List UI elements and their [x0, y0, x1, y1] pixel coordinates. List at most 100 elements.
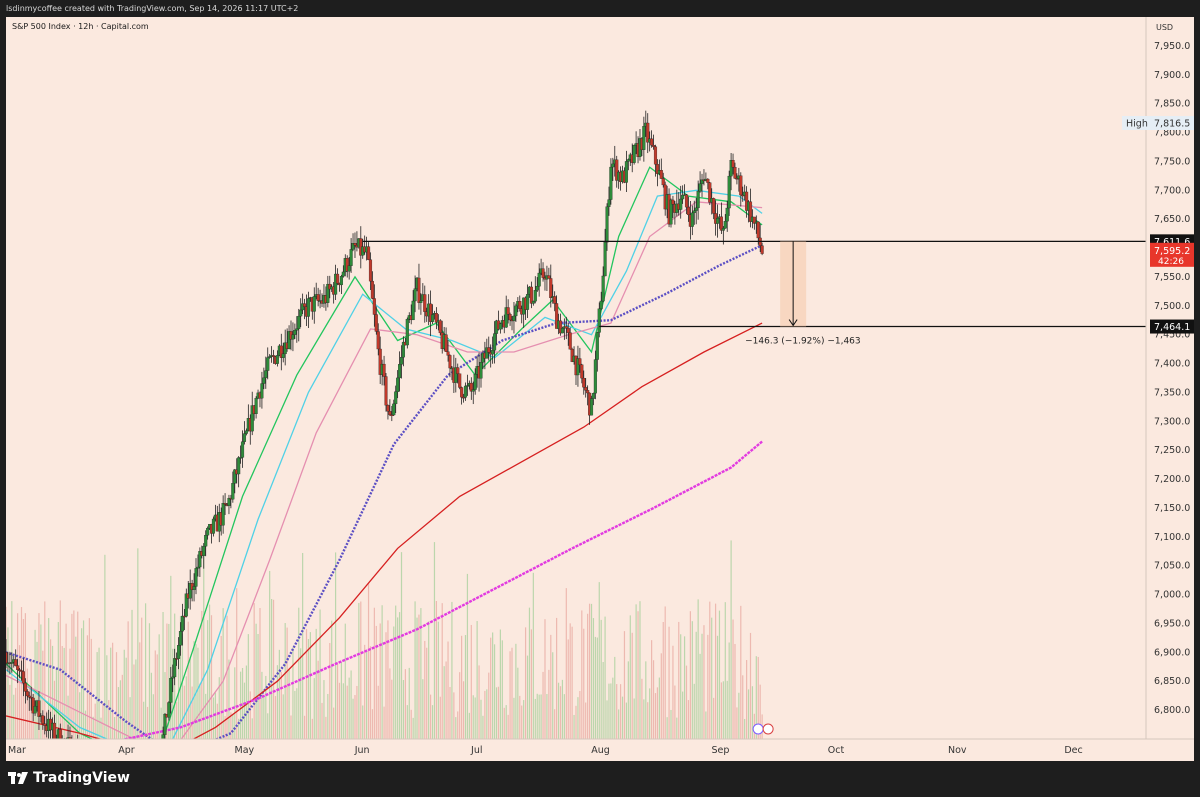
chart-panel[interactable]: −146.3 (−1.92%) −1,463 USD 6,800.0 6,850.0 6…	[6, 17, 1194, 761]
candle-body	[566, 328, 570, 333]
candle-body	[485, 347, 489, 359]
volume-bar	[358, 602, 360, 739]
volume-bar	[222, 608, 224, 739]
candle-body	[448, 355, 452, 369]
volume-bar	[627, 661, 629, 739]
candle-body	[471, 389, 475, 392]
price-tick-label: 7,250.0	[1154, 445, 1190, 456]
volume-bar	[379, 623, 381, 739]
volume-bar	[317, 660, 319, 739]
volume-bar	[598, 582, 600, 739]
candle-body	[715, 217, 720, 224]
candle-body	[291, 334, 295, 340]
volume-bar	[486, 689, 488, 739]
candle-body	[316, 294, 320, 301]
candle-body	[460, 387, 464, 398]
price-tick-label: 7,000.0	[1154, 590, 1190, 601]
volume-bar	[389, 668, 391, 739]
volume-bar	[176, 702, 178, 739]
volume-bar	[643, 699, 645, 739]
volume-bar	[478, 665, 480, 739]
volume-bar	[453, 692, 455, 739]
volume-bar	[513, 697, 515, 739]
volume-bar	[309, 632, 311, 739]
candle-body	[605, 206, 609, 243]
volume-bar	[282, 694, 284, 739]
volume-bar	[393, 626, 395, 739]
volume-bar	[40, 624, 42, 739]
price-chart[interactable]: −146.3 (−1.92%) −1,463 USD 6,800.0 6,850.0 6…	[6, 17, 1194, 761]
volume-bar	[505, 705, 507, 739]
volume-bar	[594, 636, 596, 739]
volume-bar	[193, 641, 195, 739]
time-tick-label: Sep	[711, 745, 729, 756]
volume-bar	[716, 635, 719, 739]
volume-bar	[286, 627, 288, 739]
price-tick-label: 7,100.0	[1154, 532, 1190, 543]
current-price-tag	[1150, 242, 1194, 267]
volume-bar	[685, 665, 688, 739]
volume-bar	[112, 642, 114, 739]
volume-bar	[680, 634, 682, 739]
volume-bar	[18, 645, 21, 739]
volume-bar	[668, 626, 670, 739]
level-price-tag-label: 7,611.6	[1154, 237, 1190, 248]
volume-bar	[633, 698, 635, 739]
volume-bar	[559, 686, 562, 739]
candle-body	[700, 179, 704, 184]
volume-bar	[251, 718, 253, 739]
candle-body	[173, 658, 177, 678]
candle-body	[351, 243, 355, 250]
candle-body	[384, 376, 388, 406]
candle-body	[266, 357, 270, 371]
candle-body	[434, 313, 438, 323]
candle-body	[394, 391, 398, 405]
volume-bar	[360, 601, 362, 739]
candle-body	[696, 191, 700, 209]
candle-body	[14, 659, 18, 666]
volume-bar	[342, 683, 344, 739]
measure-label: −146.3 (−1.92%) −1,463	[745, 337, 861, 347]
price-tick-label: 6,900.0	[1154, 647, 1190, 658]
volume-bar	[530, 629, 533, 739]
candle-body	[487, 347, 491, 353]
volume-bar	[734, 643, 736, 739]
volume-bar	[623, 631, 626, 739]
candle-body	[712, 198, 716, 214]
volume-bar	[493, 644, 496, 739]
time-tick-label: Oct	[828, 745, 845, 756]
volume-bar	[687, 700, 690, 739]
price-tick-label: 7,200.0	[1154, 474, 1190, 485]
price-tick-label: 7,900.0	[1154, 70, 1190, 81]
candle-body	[10, 662, 14, 664]
candle-body	[568, 332, 572, 350]
candle-body	[268, 356, 272, 358]
volume-bar	[581, 610, 583, 739]
volume-bar	[148, 623, 151, 739]
volume-bar	[261, 671, 263, 739]
volume-bar	[557, 682, 560, 739]
volume-bar	[265, 675, 267, 739]
volume-bar	[544, 619, 546, 739]
volume-bar	[614, 656, 616, 739]
volume-bar	[333, 707, 335, 739]
candle-body	[52, 722, 57, 741]
volume-bar	[474, 697, 476, 739]
volume-bar	[9, 684, 11, 739]
volume-bar	[728, 642, 730, 739]
candle-body	[498, 323, 502, 330]
volume-bar	[119, 680, 121, 739]
moving-average-line-2	[6, 189, 763, 761]
candle-body	[708, 182, 712, 203]
candle-body	[178, 631, 183, 646]
candle-body	[580, 364, 584, 379]
candle-body	[458, 373, 462, 388]
volume-bar	[608, 683, 610, 739]
volume-bar	[271, 599, 273, 739]
volume-bar	[714, 603, 717, 739]
tradingview-brand[interactable]: TradingView	[8, 770, 130, 786]
volume-bar	[92, 716, 94, 739]
volume-bar	[44, 601, 46, 739]
volume-bar	[160, 707, 162, 739]
volume-bar	[583, 628, 585, 739]
